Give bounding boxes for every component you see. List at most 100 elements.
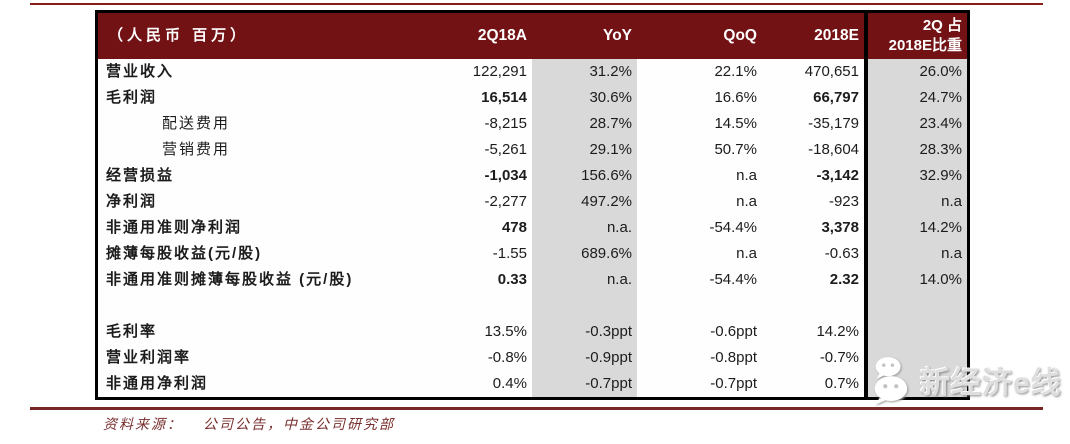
table-row: 配送费用 -8,215 28.7% 14.5% -35,179 23.4% [98, 111, 967, 137]
table-header-row: （人民币 百万） 2Q18A YoY QoQ 2018E 2Q 占 2018E比… [98, 13, 967, 59]
cell-value [532, 293, 637, 319]
cell-value: -54.4% [709, 219, 757, 236]
cell-value: -0.7ppt [532, 371, 637, 397]
row-label: 配送费用 [162, 115, 231, 132]
financial-results-table: （人民币 百万） 2Q18A YoY QoQ 2018E 2Q 占 2018E比… [95, 10, 970, 400]
cell-value: 16,514 [481, 89, 527, 106]
cell-value: 29.1% [532, 137, 637, 163]
column-header-yoy: YoY [603, 27, 632, 44]
cell-value: 23.4% [864, 111, 967, 137]
row-label: 非通用净利润 [106, 375, 209, 392]
cell-value: 16.6% [714, 89, 757, 106]
table-row: 营业利润率 -0.8% -0.9ppt -0.8ppt -0.7% [98, 345, 967, 371]
column-header-2q18a: 2Q18A [477, 27, 527, 44]
row-label: 经营损益 [106, 167, 175, 184]
table-row: 毛利润 16,514 30.6% 16.6% 66,797 24.7% [98, 85, 967, 111]
cell-value: n.a [736, 245, 757, 262]
cell-value: 497.2% [532, 189, 637, 215]
cell-value: -0.9ppt [532, 345, 637, 371]
cell-value: n.a [736, 193, 757, 210]
row-label: 净利润 [106, 193, 158, 210]
cell-value: -0.3ppt [532, 319, 637, 345]
cell-value: 26.0% [864, 59, 967, 85]
source-body: 公司公告，中金公司研究部 [203, 418, 395, 433]
cell-value [762, 293, 864, 319]
row-label: 毛利润 [106, 89, 158, 106]
cell-value: 14.5% [714, 115, 757, 132]
cell-value [864, 293, 967, 319]
table-row: 非通用准则摊薄每股收益 (元/股) 0.33 n.a. -54.4% 2.32 14.0% [98, 267, 967, 293]
cell-value: -2,277 [484, 193, 527, 210]
cell-value [864, 319, 967, 345]
column-header-qoq: QoQ [723, 27, 757, 44]
cell-value: 0.4% [492, 375, 527, 392]
cell-value: 66,797 [813, 89, 859, 106]
cell-value: 3,378 [821, 219, 859, 236]
cell-value: -18,604 [808, 141, 859, 158]
row-label: 营业利润率 [106, 349, 192, 366]
unit-header: （人民币 百万） [108, 27, 250, 44]
top-divider [30, 3, 1043, 5]
cell-value: 31.2% [532, 59, 637, 85]
table-row: 经营损益 -1,034 156.6% n.a -3,142 32.9% [98, 163, 967, 189]
cell-value [864, 345, 967, 371]
cell-value: -1.55 [492, 245, 527, 262]
row-label: 非通用准则摊薄每股收益 (元/股) [106, 271, 354, 288]
column-header-2q-share-line1: 2Q 占 [922, 17, 962, 34]
cell-value: 14.2% [816, 323, 859, 340]
cell-value: -0.7% [819, 349, 859, 366]
table-row: 净利润 -2,277 497.2% n.a -923 n.a [98, 189, 967, 215]
table-row: 营业收入 122,291 31.2% 22.1% 470,651 26.0% [98, 59, 967, 85]
cell-value: 13.5% [484, 323, 527, 340]
cell-value: 32.9% [864, 163, 967, 189]
cell-value: 28.3% [864, 137, 967, 163]
table-row: 非通用净利润 0.4% -0.7ppt -0.7ppt 0.7% [98, 371, 967, 397]
cell-value: 478 [501, 219, 527, 236]
cell-value: n.a. [532, 215, 637, 241]
cell-value: -0.6ppt [710, 323, 757, 340]
cell-value: 30.6% [532, 85, 637, 111]
cell-value: -0.8ppt [710, 349, 757, 366]
cell-value: 24.7% [864, 85, 967, 111]
table-row: 营销费用 -5,261 29.1% 50.7% -18,604 28.3% [98, 137, 967, 163]
table-body: 营业收入 122,291 31.2% 22.1% 470,651 26.0% 毛利润 16,5… [98, 59, 967, 397]
row-label: 摊薄每股收益(元/股) [106, 245, 263, 262]
column-header-2q-share-line2: 2018E比重 [888, 37, 962, 54]
cell-value: -54.4% [709, 271, 757, 288]
column-header-2018e: 2018E [814, 27, 859, 44]
row-label [98, 293, 438, 319]
table-row: 非通用准则净利润 478 n.a. -54.4% 3,378 14.2% [98, 215, 967, 241]
cell-value: 0.33 [497, 271, 527, 288]
row-label: 毛利率 [106, 323, 158, 340]
cell-value [637, 293, 762, 319]
cell-value: n.a. [532, 267, 637, 293]
cell-value: n.a [864, 241, 967, 267]
cell-value: -35,179 [808, 115, 859, 132]
source-note: 资料来源： 公司公告，中金公司研究部 [103, 414, 395, 434]
cell-value: 122,291 [472, 63, 527, 80]
cell-value: 689.6% [532, 241, 637, 267]
cell-value [438, 293, 532, 319]
cell-value: 22.1% [714, 63, 757, 80]
cell-value: 14.0% [864, 267, 967, 293]
bottom-divider [30, 407, 1043, 410]
cell-value: -8,215 [484, 115, 527, 132]
source-prefix: 资料来源： [103, 418, 183, 433]
cell-value: -0.7ppt [710, 375, 757, 392]
cell-value: 50.7% [714, 141, 757, 158]
row-label: 非通用准则净利润 [106, 219, 243, 236]
cell-value: -923 [828, 193, 859, 210]
cell-value: 2.32 [829, 271, 859, 288]
cell-value: n.a [864, 189, 967, 215]
cell-value: 14.2% [864, 215, 967, 241]
cell-value [864, 371, 967, 397]
column-header-2q-share: 2Q 占 2018E比重 [864, 13, 967, 59]
cell-value: -0.8% [487, 349, 527, 366]
row-label: 营销费用 [162, 141, 231, 158]
cell-value: -0.63 [824, 245, 859, 262]
cell-value: 28.7% [532, 111, 637, 137]
cell-value: -5,261 [484, 141, 527, 158]
cell-value: n.a [736, 167, 757, 184]
cell-value: 156.6% [532, 163, 637, 189]
table-row: 毛利率 13.5% -0.3ppt -0.6ppt 14.2% [98, 319, 967, 345]
